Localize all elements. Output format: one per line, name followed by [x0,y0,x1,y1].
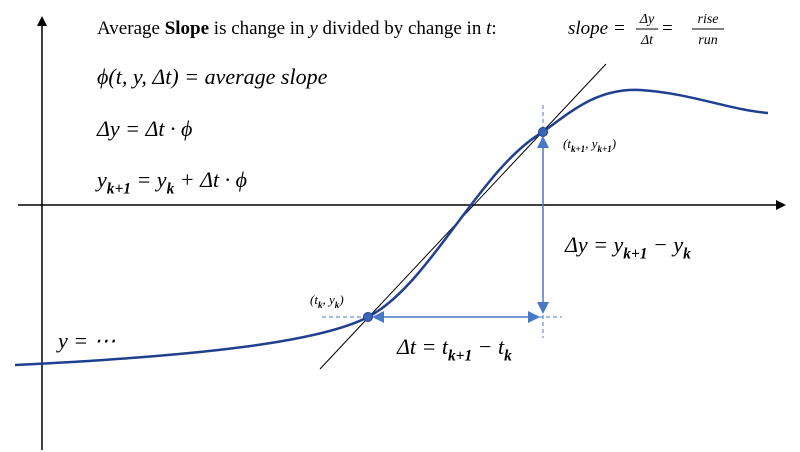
text-part: − t [472,334,505,359]
text-part: Δt = t [396,334,449,359]
text-part: y [95,167,107,192]
curve-label: y = ⋯ [56,328,116,353]
equation: ϕ(t, y, Δt) = average slope [97,64,328,89]
equation: Δy = Δt · ϕ [96,116,192,141]
text-part: , y [323,292,336,307]
subscript: k [167,181,175,198]
title-text: : [491,18,496,39]
text-part: , y [585,136,598,151]
subscript: k+1 [598,144,612,154]
title-var: y [307,18,318,39]
text-part: + Δt · ϕ [174,167,247,192]
delta-y-label: Δy = yk+1 − yk [564,232,691,263]
subscript: k [318,300,323,310]
text-part: Δy = y [564,232,624,257]
subscript: k+1 [448,348,472,365]
text-part: ϕ(t, y, Δt) = average slope [97,64,328,89]
slope-equals: = [662,18,673,39]
subscript: k [335,300,340,310]
title-text: divided by change in [318,18,486,39]
subscript: k+1 [623,246,647,263]
fraction-denominator: run [698,33,717,48]
text-part: ) [611,136,616,151]
equation: yk+1 = yk + Δt · ϕ [95,167,247,198]
point [538,127,548,137]
text-part: (t [310,292,318,307]
subscript: k+1 [571,144,585,154]
fraction-denominator: Δt [640,33,654,48]
fraction-numerator: Δy [639,12,655,27]
curve [14,88,769,367]
point-label: (tk+1, yk+1) [563,136,616,154]
text-part: ) [338,292,343,307]
delta-t-label: Δt = tk+1 − tk [396,334,512,365]
text-part: − y [647,232,683,257]
subscript: k+1 [107,181,131,198]
point [363,312,373,322]
text-part: Δy = Δt · ϕ [96,116,192,141]
subscript: k [683,246,691,263]
title-bold: Slope [165,18,209,39]
title-var: t [486,18,492,39]
slope-lhs: slope = [568,18,626,39]
point-label: (tk, yk) [310,292,344,310]
title: Average Slope is change in y divided by … [97,18,497,39]
text-part: = y [131,167,167,192]
subscript: k [504,348,512,365]
title-text: Average [97,18,165,39]
title-text: is change in [209,18,309,39]
text-part: (t [563,136,571,151]
fraction-numerator: rise [698,12,719,27]
